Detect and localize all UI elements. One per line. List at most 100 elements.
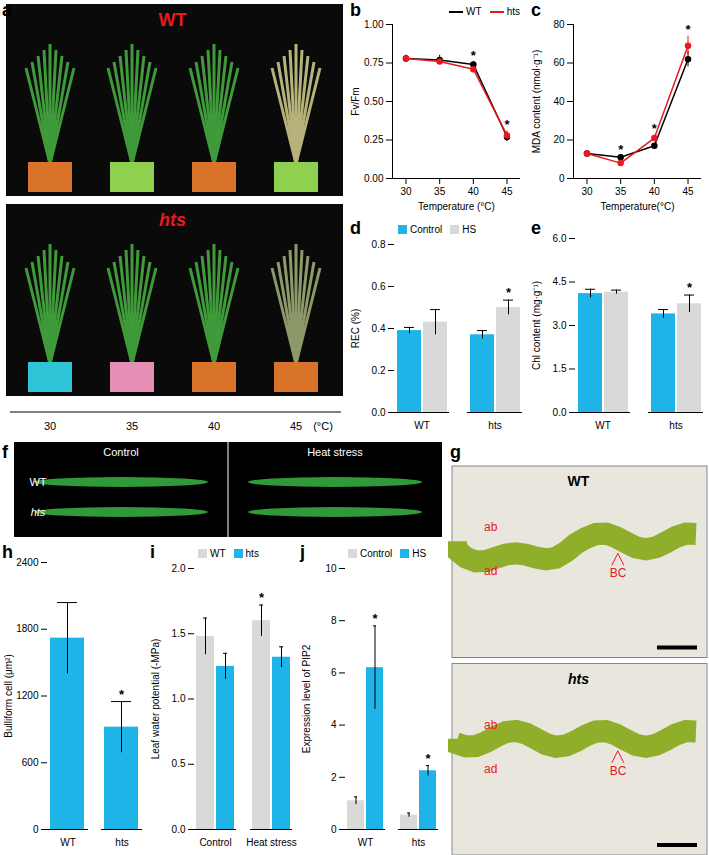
svg-text:Chl content (mg·g⁻¹): Chl content (mg·g⁻¹) [531, 281, 542, 370]
svg-text:MDA content (nmol·g⁻¹): MDA content (nmol·g⁻¹) [531, 50, 542, 154]
svg-text:*: * [652, 121, 658, 136]
svg-text:0.2: 0.2 [372, 365, 386, 376]
svg-text:Control: Control [199, 837, 231, 848]
svg-text:1.00: 1.00 [364, 19, 384, 30]
svg-text:2: 2 [331, 772, 337, 783]
svg-text:0.5: 0.5 [172, 758, 186, 769]
svg-text:60: 60 [553, 57, 565, 68]
svg-text:*: * [685, 22, 691, 37]
svg-text:*: * [506, 285, 512, 300]
svg-text:WT: WT [595, 420, 611, 431]
svg-text:WT: WT [568, 473, 590, 489]
svg-text:40: 40 [553, 96, 565, 107]
svg-text:(°C): (°C) [313, 420, 333, 432]
svg-text:45: 45 [290, 420, 302, 432]
svg-text:35: 35 [434, 186, 446, 197]
svg-text:40: 40 [208, 420, 220, 432]
svg-text:2400: 2400 [16, 557, 39, 568]
svg-text:10: 10 [325, 563, 337, 574]
html-text:g: g [450, 442, 461, 462]
html-text:WT: WT [466, 6, 482, 17]
svg-text:Expression level of PIP2: Expression level of PIP2 [301, 644, 312, 753]
svg-text:35: 35 [615, 186, 627, 197]
html-text:d: d [350, 218, 361, 238]
svg-text:1.0: 1.0 [172, 693, 186, 704]
svg-text:0.6: 0.6 [372, 281, 386, 292]
svg-text:6: 6 [331, 667, 337, 678]
svg-text:Heat stress: Heat stress [307, 446, 363, 458]
svg-text:hts: hts [669, 420, 682, 431]
svg-text:4.5: 4.5 [553, 276, 567, 287]
svg-text:Heat stress: Heat stress [246, 837, 297, 848]
svg-text:35: 35 [126, 420, 138, 432]
svg-text:hts: hts [31, 506, 46, 518]
svg-text:Leaf water potential (-MPa): Leaf water potential (-MPa) [150, 639, 161, 760]
svg-text:30: 30 [581, 186, 593, 197]
svg-text:0.00: 0.00 [364, 173, 384, 184]
svg-text:ab: ab [484, 718, 498, 732]
svg-text:0.0: 0.0 [553, 407, 567, 418]
svg-text:8: 8 [331, 615, 337, 626]
svg-text:Bulliform cell (μm²): Bulliform cell (μm²) [3, 654, 14, 738]
svg-text:*: * [372, 611, 378, 626]
svg-text:4: 4 [331, 719, 337, 730]
svg-text:*: * [504, 117, 510, 132]
html-text:Control: Control [410, 224, 443, 235]
svg-text:*: * [687, 280, 693, 295]
svg-text:45: 45 [682, 186, 694, 197]
svg-text:hts: hts [115, 837, 128, 848]
svg-text:30: 30 [44, 420, 56, 432]
svg-text:0: 0 [331, 824, 337, 835]
svg-text:40: 40 [468, 186, 480, 197]
html-text:b: b [350, 0, 361, 20]
svg-text:WT: WT [29, 476, 46, 488]
svg-text:WT: WT [414, 420, 430, 431]
svg-text:BC: BC [610, 566, 627, 580]
svg-text:WT: WT [159, 10, 187, 30]
svg-text:ad: ad [484, 762, 497, 776]
svg-text:30: 30 [400, 186, 412, 197]
svg-text:40: 40 [649, 186, 661, 197]
svg-text:hts: hts [412, 837, 425, 848]
svg-text:1.5: 1.5 [172, 628, 186, 639]
svg-text:Temperature(°C): Temperature(°C) [600, 201, 674, 212]
svg-text:1800: 1800 [16, 623, 39, 634]
svg-text:ad: ad [484, 564, 497, 578]
svg-text:*: * [259, 590, 265, 605]
html-text:hts: hts [506, 6, 520, 17]
svg-text:2.0: 2.0 [172, 563, 186, 574]
html-text:HS: HS [462, 224, 477, 235]
svg-text:hts: hts [159, 210, 186, 230]
svg-text:6.0: 6.0 [553, 233, 567, 244]
svg-text:3.0: 3.0 [553, 320, 567, 331]
svg-text:WT: WT [60, 837, 76, 848]
svg-text:0.75: 0.75 [364, 57, 384, 68]
svg-text:*: * [119, 687, 125, 702]
svg-text:BC: BC [610, 764, 627, 778]
svg-text:*: * [618, 142, 624, 157]
svg-text:ab: ab [484, 520, 498, 534]
svg-text:WT: WT [358, 837, 374, 848]
svg-text:0: 0 [559, 173, 565, 184]
svg-text:hts: hts [568, 671, 589, 687]
svg-text:45: 45 [501, 186, 513, 197]
svg-text:0.0: 0.0 [172, 824, 186, 835]
svg-text:1200: 1200 [16, 690, 39, 701]
svg-text:1.5: 1.5 [553, 363, 567, 374]
svg-text:*: * [425, 751, 431, 766]
svg-text:0.50: 0.50 [364, 96, 384, 107]
svg-text:Temperature (°C): Temperature (°C) [418, 201, 495, 212]
svg-text:20: 20 [553, 134, 565, 145]
svg-text:0: 0 [33, 824, 39, 835]
svg-text:*: * [471, 48, 477, 63]
svg-text:hts: hts [488, 420, 501, 431]
svg-text:0.25: 0.25 [364, 134, 384, 145]
svg-text:0.4: 0.4 [372, 323, 386, 334]
svg-text:Control: Control [103, 446, 138, 458]
svg-text:80: 80 [553, 19, 565, 30]
svg-text:REC (%): REC (%) [350, 309, 361, 348]
svg-text:0.0: 0.0 [372, 407, 386, 418]
svg-text:0.8: 0.8 [372, 239, 386, 250]
svg-text:Fv/Fm: Fv/Fm [350, 87, 361, 115]
svg-text:600: 600 [22, 757, 39, 768]
